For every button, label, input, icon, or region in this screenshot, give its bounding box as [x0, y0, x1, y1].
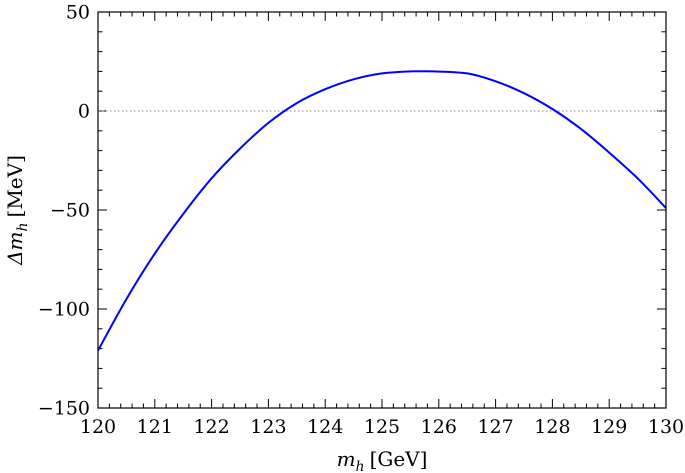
x-tick-label: 128 [534, 416, 570, 438]
x-tick-labels: 120 121 122 123 124 125 126 127 128 129 130 [80, 416, 684, 438]
x-tick-label: 125 [364, 416, 400, 438]
tick-marks [97, 11, 667, 409]
x-tick-label: 120 [80, 416, 116, 438]
y-tick-label: −50 [50, 200, 90, 222]
y-axis-label: Δmh[MeV] [3, 155, 31, 266]
x-tick-label: 127 [477, 416, 513, 438]
y-tick-label: 50 [66, 2, 90, 24]
x-axis-label: mh [GeV] [337, 447, 428, 473]
x-tick-label: 126 [421, 416, 457, 438]
y-tick-labels: −150 −100 −50 0 50 [38, 2, 90, 420]
x-tick-label: 130 [648, 416, 684, 438]
plot-frame [97, 11, 667, 409]
series-group [97, 70, 667, 352]
y-tick-label: −100 [38, 299, 90, 321]
y-tick-label: 0 [78, 101, 90, 123]
x-tick-label: 121 [137, 416, 173, 438]
x-tick-label: 123 [250, 416, 286, 438]
y-tick-label: −150 [38, 398, 90, 420]
x-tick-label: 122 [193, 416, 229, 438]
x-tick-label: 129 [591, 416, 627, 438]
x-tick-label: 124 [307, 416, 343, 438]
series-line [97, 70, 667, 352]
